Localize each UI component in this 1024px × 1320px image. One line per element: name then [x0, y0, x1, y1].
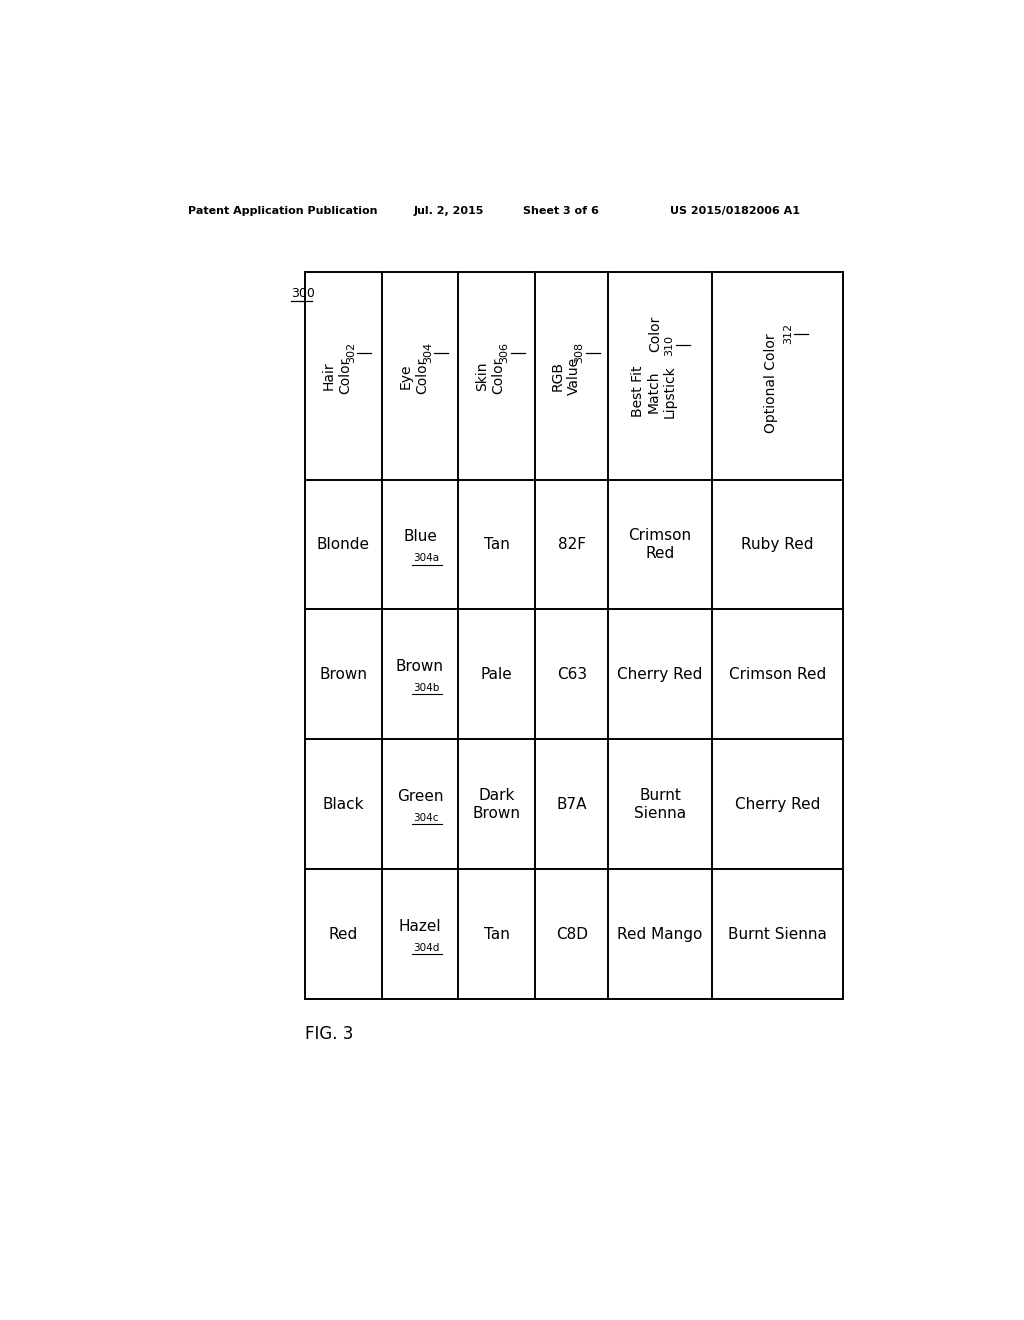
Text: Dark
Brown: Dark Brown [473, 788, 521, 821]
Text: Eye
Color: Eye Color [398, 358, 429, 395]
Bar [305, 272, 843, 999]
Text: Crimson
Red: Crimson Red [629, 528, 691, 561]
Text: Tan: Tan [484, 537, 510, 552]
Text: 304: 304 [423, 342, 433, 363]
Text: 302: 302 [346, 342, 356, 363]
Text: 308: 308 [574, 342, 585, 363]
Text: Tan: Tan [484, 927, 510, 941]
Text: Sheet 3 of 6: Sheet 3 of 6 [523, 206, 599, 215]
Text: Cherry Red: Cherry Red [617, 667, 702, 682]
Text: Jul. 2, 2015: Jul. 2, 2015 [414, 206, 483, 215]
Text: Red Mango: Red Mango [617, 927, 702, 941]
Text: Best Fit
Match
Lipstick: Best Fit Match Lipstick [631, 364, 677, 417]
Text: Blue: Blue [403, 529, 437, 544]
Text: 304d: 304d [413, 942, 439, 953]
Text: Black: Black [323, 797, 364, 812]
Text: Ruby Red: Ruby Red [741, 537, 813, 552]
Text: Pale: Pale [481, 667, 513, 682]
Text: 304c: 304c [414, 813, 439, 824]
Text: Cherry Red: Cherry Red [734, 797, 820, 812]
Text: 300: 300 [291, 288, 314, 301]
Text: 82F: 82F [558, 537, 586, 552]
Text: Crimson Red: Crimson Red [729, 667, 826, 682]
Text: Blonde: Blonde [316, 537, 370, 552]
Text: B7A: B7A [556, 797, 587, 812]
Text: Burnt Sienna: Burnt Sienna [728, 927, 826, 941]
Text: Hair
Color: Hair Color [322, 358, 352, 395]
Text: Brown: Brown [396, 659, 444, 675]
Text: 304b: 304b [413, 684, 439, 693]
Text: 312: 312 [783, 323, 794, 345]
Text: Hazel: Hazel [398, 919, 441, 935]
Text: FIG. 3: FIG. 3 [305, 1024, 353, 1043]
Text: C8D: C8D [556, 927, 588, 941]
Text: Color: Color [648, 315, 663, 351]
Text: US 2015/0182006 A1: US 2015/0182006 A1 [671, 206, 801, 215]
Text: Skin
Color: Skin Color [475, 358, 506, 395]
Text: Green: Green [396, 789, 443, 804]
Text: C63: C63 [557, 667, 587, 682]
Text: Red: Red [329, 927, 357, 941]
Text: 304a: 304a [413, 553, 439, 564]
Text: 306: 306 [500, 342, 510, 363]
Text: RGB
Value: RGB Value [551, 356, 581, 395]
Text: Optional Color: Optional Color [764, 334, 778, 433]
Text: 310: 310 [665, 335, 675, 355]
Text: Patent Application Publication: Patent Application Publication [188, 206, 378, 215]
Text: Brown: Brown [319, 667, 368, 682]
Text: Burnt
Sienna: Burnt Sienna [634, 788, 686, 821]
